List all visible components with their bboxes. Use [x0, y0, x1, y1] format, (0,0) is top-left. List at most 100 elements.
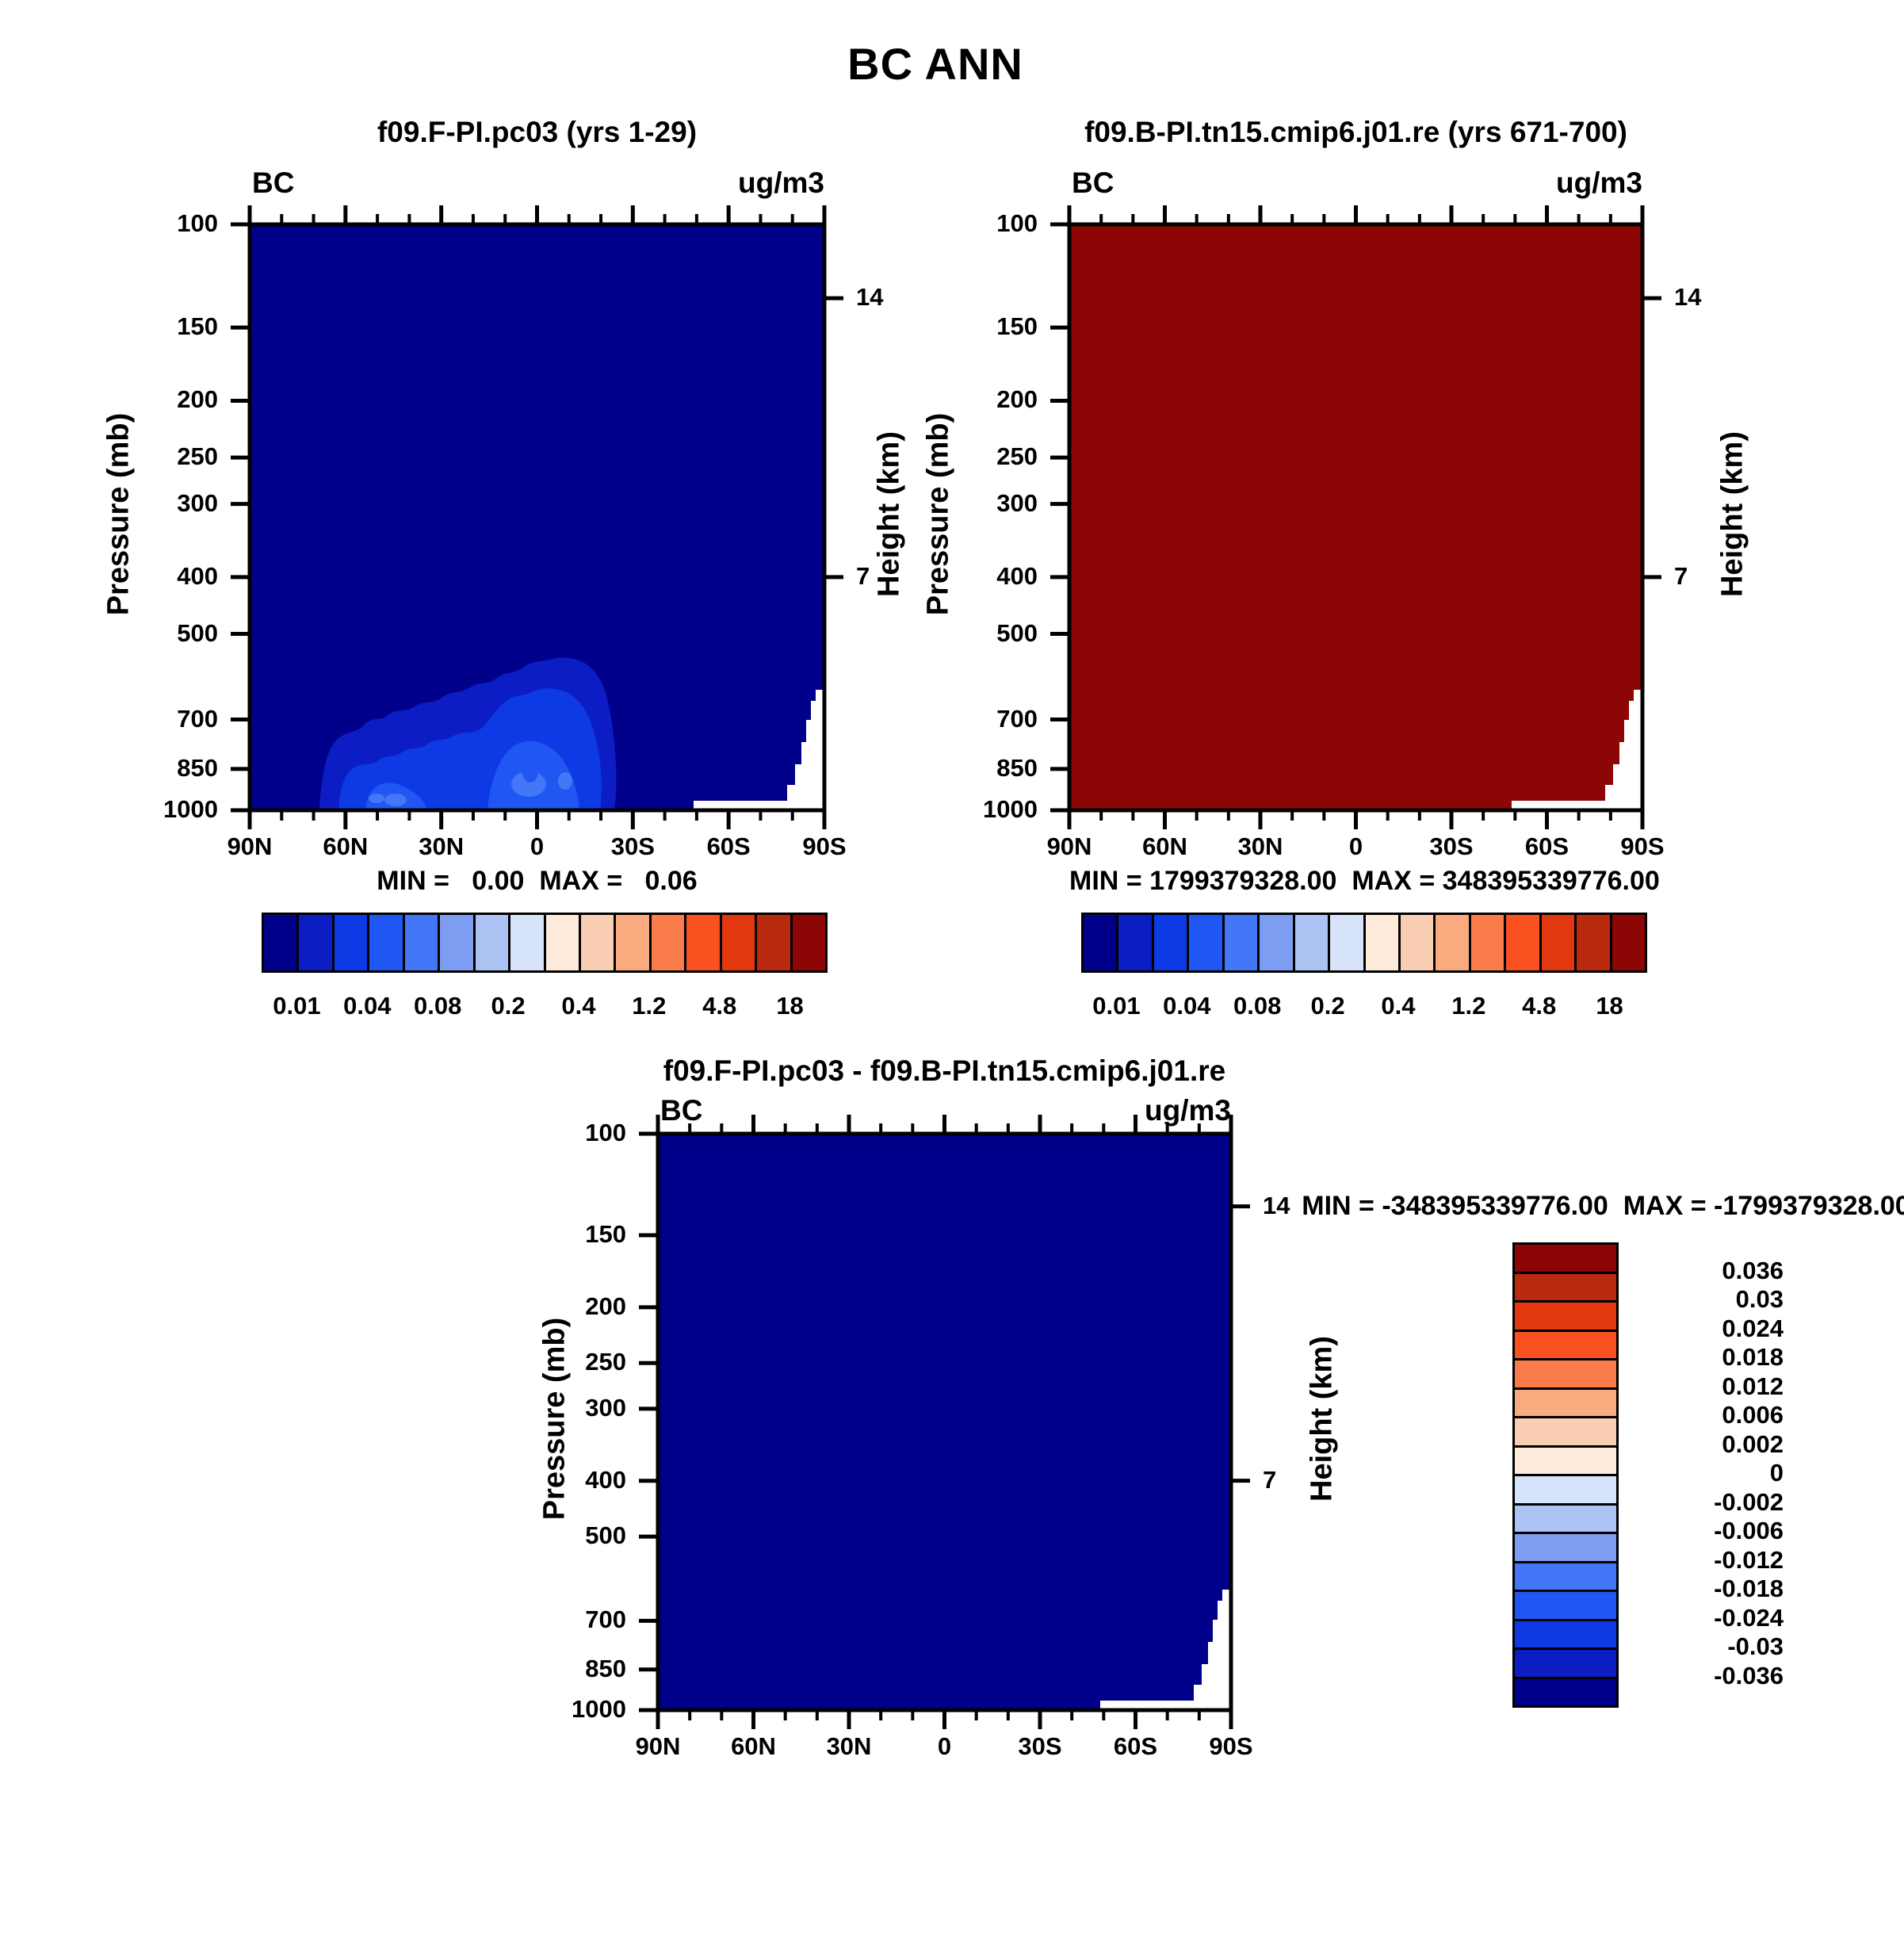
colorbar-cell [296, 913, 335, 973]
field-label: BC [1072, 166, 1114, 199]
colorbar-cell [1187, 913, 1225, 973]
colorbar-cell [1151, 913, 1190, 973]
lat-tick-label: 60S [706, 832, 751, 860]
lat-tick-label: 60S [1524, 832, 1569, 860]
pressure-tick-label: 700 [585, 1605, 626, 1634]
pressure-tick-label: 1000 [163, 795, 218, 823]
min-max-stats: MIN = 0.00 MAX = 0.06 [377, 866, 698, 896]
colorbar-tick-label: 0.2 [1310, 992, 1345, 1020]
colorbar-cell [1397, 913, 1436, 973]
lat-tick-label: 90N [227, 832, 273, 860]
height-axis-title: Height (km) [872, 431, 906, 597]
contour-level-3 [522, 760, 538, 783]
pressure-tick-label: 400 [996, 561, 1038, 590]
diff-colorbar-cell [1512, 1445, 1619, 1476]
field-fill [658, 1134, 1231, 1710]
diff-colorbar-tick-label: 0.006 [1722, 1401, 1784, 1429]
pressure-tick-label: 300 [996, 488, 1038, 517]
diff-colorbar-tick-label: -0.036 [1714, 1661, 1784, 1690]
lat-tick-label: 90N [1046, 832, 1092, 860]
diff-colorbar-cell [1512, 1242, 1619, 1274]
lat-tick-label: 30S [1429, 832, 1474, 860]
lat-tick-label: 30S [610, 832, 655, 860]
lat-tick-label: 60N [731, 1732, 776, 1760]
diff-colorbar-cell [1512, 1416, 1619, 1448]
pressure-tick-label: 150 [996, 312, 1038, 341]
pressure-tick-label: 1000 [572, 1695, 626, 1723]
height-tick-label: 7 [1263, 1465, 1277, 1494]
diff-colorbar-tick-label: -0.03 [1727, 1632, 1784, 1660]
pressure-tick-label: 100 [177, 209, 218, 237]
diff-colorbar-cell [1512, 1647, 1619, 1679]
colorbar-cell [648, 913, 687, 973]
diff-colorbar-tick-label: -0.012 [1714, 1545, 1784, 1574]
diff-colorbar-cell [1512, 1387, 1619, 1418]
pressure-tick-label: 700 [996, 704, 1038, 733]
pressure-tick-label: 300 [177, 488, 218, 517]
contour-level-4 [511, 771, 546, 797]
colorbar-cell [790, 913, 828, 973]
pressure-tick-label: 300 [585, 1393, 626, 1422]
colorbar-tick-label: 0.4 [561, 992, 596, 1020]
colorbar-cell [331, 913, 370, 973]
field-label: BC [660, 1094, 703, 1127]
pressure-tick-label: 500 [585, 1521, 626, 1550]
diff-colorbar-tick-label: 0.03 [1735, 1285, 1784, 1313]
colorbar-cell [1116, 913, 1154, 973]
diff-colorbar-tick-label: -0.006 [1714, 1517, 1784, 1544]
colorbar-cell [1504, 913, 1542, 973]
lat-tick-label: 30N [1237, 832, 1283, 860]
height-tick-label: 14 [1263, 1191, 1290, 1219]
lat-tick-label: 30N [419, 832, 465, 860]
colorbar-cell [1539, 913, 1577, 973]
diff-colorbar-tick-label: 0 [1769, 1459, 1784, 1487]
height-tick-label: 7 [1674, 561, 1688, 590]
pressure-tick-label: 250 [177, 442, 218, 471]
lat-tick-label: 0 [937, 1732, 952, 1760]
height-axis-title: Height (km) [1305, 1336, 1339, 1502]
diff-colorbar-cell [1512, 1329, 1619, 1360]
lat-tick-label: 90N [635, 1732, 681, 1760]
colorbar-cell [614, 913, 652, 973]
colorbar-cell [1081, 913, 1119, 973]
diff-colorbar-cell [1512, 1676, 1619, 1708]
contour-level-4 [369, 794, 384, 803]
colorbar-tick-label: 4.8 [1522, 992, 1557, 1020]
diff-colorbar-tick-label: -0.024 [1714, 1603, 1784, 1632]
min-max-stats: MIN = 1799379328.00 MAX = 348395339776.0… [1069, 866, 1660, 896]
colorbar-cell [1363, 913, 1401, 973]
plot-area-diff [639, 1115, 1250, 1729]
colorbar-tick-label: 1.2 [1451, 992, 1486, 1020]
terrain-mask [694, 690, 824, 810]
diff-colorbar-tick-label: 0.012 [1722, 1372, 1784, 1400]
lat-tick-label: 90S [802, 832, 847, 860]
colorbar-cell [1257, 913, 1295, 973]
pressure-tick-label: 850 [585, 1654, 626, 1682]
panel-title: f09.B-PI.tn15.cmip6.j01.re (yrs 671-700) [1084, 116, 1627, 148]
height-tick-label: 7 [856, 561, 870, 590]
pressure-tick-label: 200 [585, 1292, 626, 1320]
lat-tick-label: 60N [1142, 832, 1187, 860]
colorbar-cell [543, 913, 581, 973]
colorbar-cell [367, 913, 405, 973]
colorbar-tick-label: 1.2 [632, 992, 667, 1020]
colorbar-tick-label: 0.01 [1092, 992, 1141, 1020]
pressure-tick-label: 250 [996, 442, 1038, 471]
terrain-mask [1512, 690, 1642, 810]
diff-colorbar-cell [1512, 1474, 1619, 1506]
height-axis-title: Height (km) [1715, 431, 1749, 597]
pressure-tick-label: 850 [177, 753, 218, 782]
plot-area-case1 [231, 205, 843, 829]
colorbar-tick-label: 18 [1596, 992, 1623, 1020]
units-label: ug/m3 [738, 166, 824, 199]
diff-colorbar-tick-label: 0.024 [1722, 1314, 1784, 1342]
pressure-tick-label: 100 [585, 1119, 626, 1146]
lat-tick-label: 60N [323, 832, 369, 860]
diff-colorbar-tick-label: -0.018 [1714, 1575, 1784, 1602]
height-tick-label: 14 [856, 283, 884, 312]
diff-colorbar-cell [1512, 1300, 1619, 1332]
diff-colorbar-tick-label: 0.002 [1722, 1429, 1784, 1458]
height-tick-label: 14 [1674, 283, 1702, 312]
field-label: BC [252, 166, 295, 199]
